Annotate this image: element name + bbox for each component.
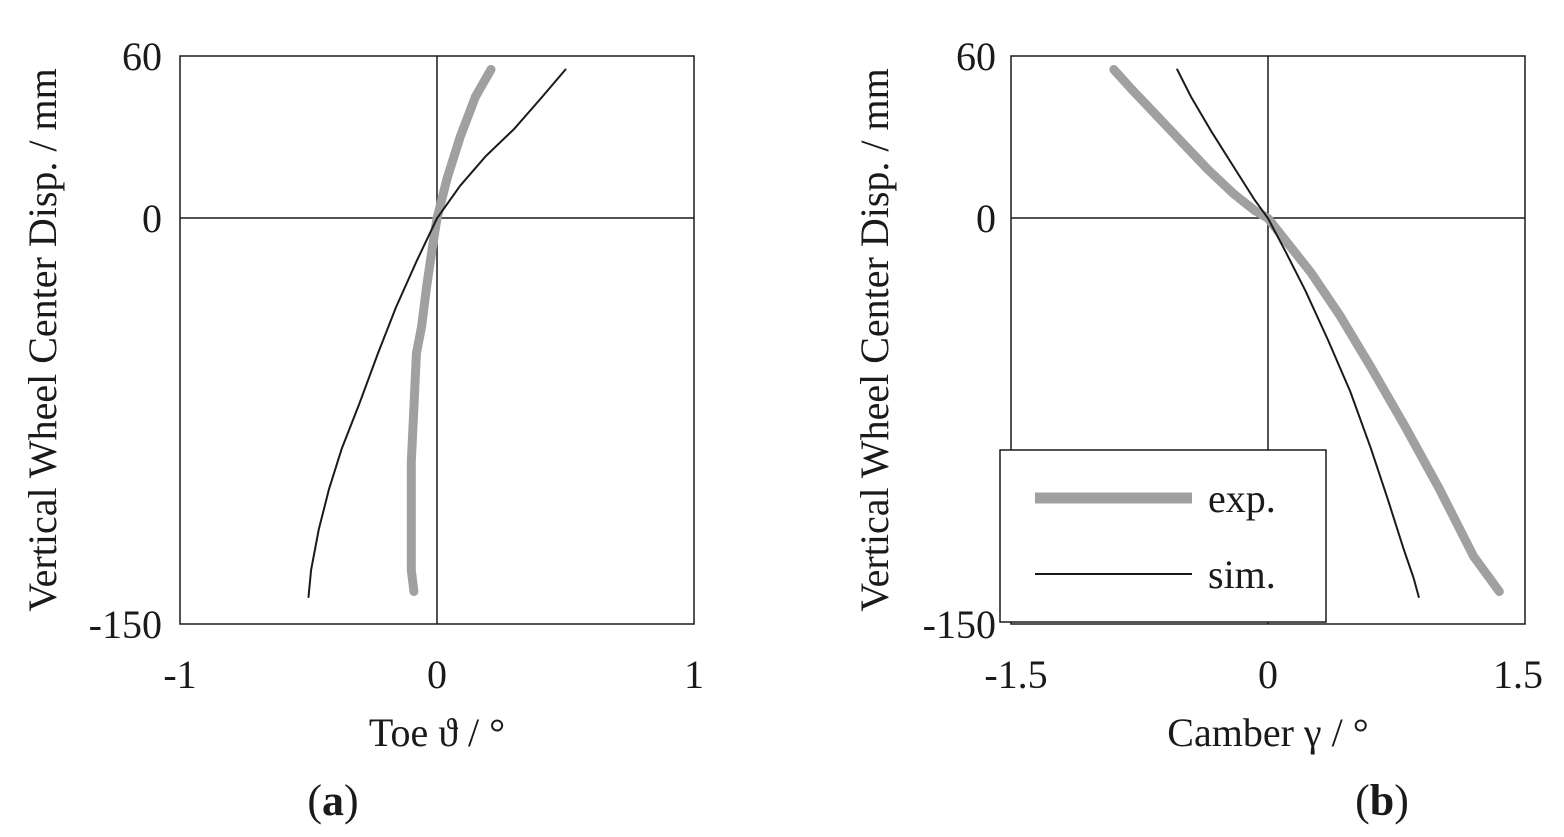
panel-b-xtick: -1.5 (984, 652, 1047, 697)
panel-a-xlabel: Toe ϑ / ° (369, 710, 505, 755)
panel-b-label: (b) (1355, 776, 1409, 825)
panel-a-letter: a (322, 776, 344, 825)
panel-a-ytick: 60 (122, 34, 162, 79)
panel-b-series (1109, 65, 1504, 598)
panel-a-series (307, 65, 567, 598)
panel-b-ytick: 0 (976, 196, 996, 241)
panel-a-xtick: -1 (163, 652, 196, 697)
panel-b-letter: b (1370, 776, 1394, 825)
panel-b-series-sim-line (1176, 68, 1420, 598)
panel-a-series-sim-line (307, 68, 567, 598)
panel-a-ylabel: Vertical Wheel Center Disp. / mm (20, 68, 65, 612)
panel-b-ytick: 60 (956, 34, 996, 79)
panel-b-xtick: 0 (1258, 652, 1278, 697)
panel-a-label: (a) (307, 776, 358, 825)
legend-label-exp: exp. (1208, 476, 1276, 521)
legend-box (999, 449, 1327, 623)
panel-b-xtick: 1.5 (1493, 652, 1543, 697)
panel-b-ylabel: Vertical Wheel Center Disp. / mm (852, 68, 897, 612)
panel-b-legend: exp. sim. (999, 449, 1327, 623)
panel-b-ytick: -150 (923, 602, 996, 647)
panel-a-xtick: 0 (427, 652, 447, 697)
legend-label-sim: sim. (1208, 552, 1276, 597)
panel-b-chart: exp. sim. 60 0 -150 -1.5 0 1.5 Camber γ … (852, 34, 1543, 825)
panel-a-ytick: 0 (142, 196, 162, 241)
panel-b-xlabel: Camber γ / ° (1167, 710, 1368, 755)
panel-a-series-exp-line (406, 65, 496, 596)
panel-a-xtick: 1 (684, 652, 704, 697)
panel-a-ytick: -150 (89, 602, 162, 647)
panel-a-chart: 60 0 -150 -1 0 1 Toe ϑ / ° Vertical Whee… (20, 34, 704, 825)
panel-b-series-exp-line (1109, 65, 1504, 596)
